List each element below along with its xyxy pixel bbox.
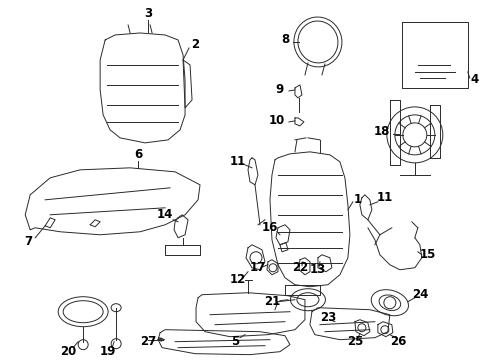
Text: 24: 24 xyxy=(412,288,428,301)
Text: 22: 22 xyxy=(292,261,308,274)
Text: 13: 13 xyxy=(310,263,326,276)
Text: 20: 20 xyxy=(60,345,76,358)
Text: 16: 16 xyxy=(262,221,278,234)
Text: 2: 2 xyxy=(191,39,199,51)
Text: 12: 12 xyxy=(230,273,246,286)
Text: 4: 4 xyxy=(471,73,479,86)
Text: 7: 7 xyxy=(24,235,32,248)
Text: 11: 11 xyxy=(230,156,246,168)
Text: 17: 17 xyxy=(250,261,266,274)
Text: 11: 11 xyxy=(377,191,393,204)
Text: 3: 3 xyxy=(144,8,152,21)
Text: 6: 6 xyxy=(134,148,142,161)
Text: 18: 18 xyxy=(374,125,390,138)
Text: 1: 1 xyxy=(354,193,362,206)
Text: 27: 27 xyxy=(140,335,156,348)
Text: 15: 15 xyxy=(419,248,436,261)
Text: 21: 21 xyxy=(264,295,280,308)
Text: 14: 14 xyxy=(157,208,173,221)
Text: 23: 23 xyxy=(320,311,336,324)
Text: 26: 26 xyxy=(390,335,406,348)
Text: 5: 5 xyxy=(231,335,239,348)
Text: 10: 10 xyxy=(269,114,285,127)
Text: 8: 8 xyxy=(281,33,289,46)
Text: 9: 9 xyxy=(276,84,284,96)
Text: 25: 25 xyxy=(347,335,363,348)
Text: 19: 19 xyxy=(100,345,116,358)
